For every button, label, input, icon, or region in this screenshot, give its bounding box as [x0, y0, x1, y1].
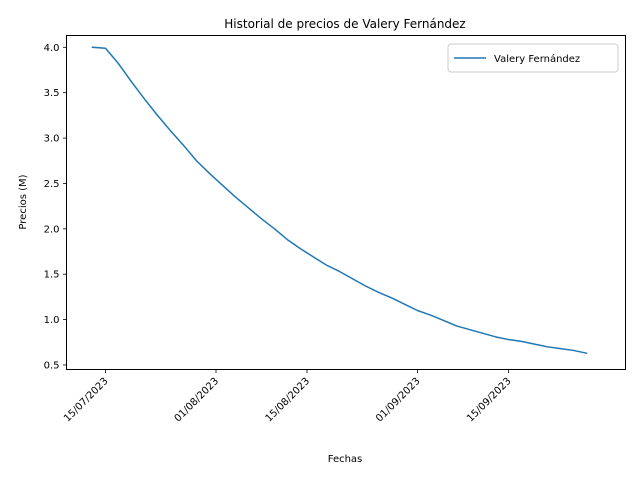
- legend: Valery Fernández: [447, 43, 619, 73]
- y-axis: 0.5 1.0 1.5 2.0 2.5 3.0 3.5 4.0: [44, 43, 67, 371]
- y-tick-label: 0.5: [44, 360, 60, 371]
- y-tick-label: 2.5: [44, 179, 60, 190]
- legend-box: [447, 43, 619, 73]
- y-tick-label: 2.0: [44, 224, 60, 235]
- y-tick-label: 1.5: [44, 270, 60, 281]
- y-tick-label: 3.5: [44, 88, 60, 99]
- chart-title: Historial de precios de Valery Fernández: [224, 17, 465, 31]
- legend-label: Valery Fernández: [494, 53, 580, 65]
- series-line-valery-fernandez: [91, 46, 588, 355]
- y-tick-label: 4.0: [44, 43, 60, 54]
- y-tick-label: 1.0: [44, 315, 60, 326]
- x-axis-label: Fechas: [328, 454, 363, 465]
- y-tick-label: 3.0: [44, 134, 60, 145]
- plot-area-frame: [66, 35, 626, 370]
- y-axis-label: Precios (M): [18, 174, 29, 229]
- series-layer: [91, 46, 588, 355]
